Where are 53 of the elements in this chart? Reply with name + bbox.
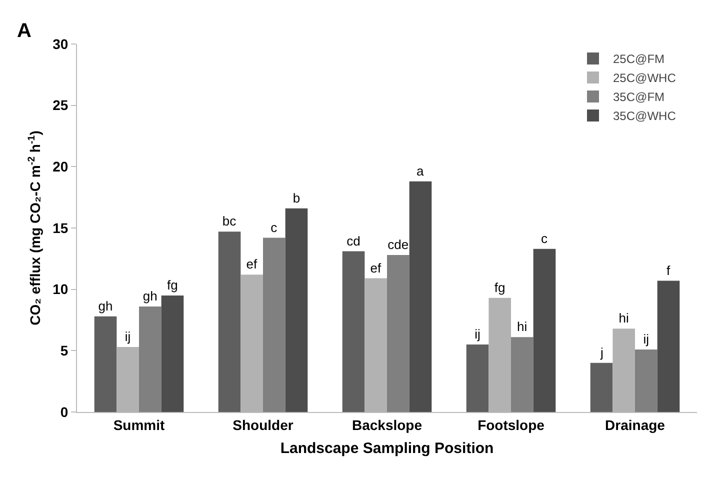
data-label: ij: [124, 328, 131, 344]
data-label: b: [292, 190, 300, 206]
y-tick-label: 20: [52, 158, 68, 175]
bar: [533, 248, 556, 412]
data-label: fg: [167, 277, 178, 292]
legend-label: 25C@FM: [613, 52, 665, 66]
bar: [263, 238, 286, 412]
bar: [139, 306, 162, 412]
data-label: gh: [142, 288, 158, 304]
x-tick-label: Backslope: [352, 416, 422, 433]
legend-label: 25C@WHC: [613, 71, 676, 86]
x-tick-label: Drainage: [605, 416, 666, 433]
bar: [285, 208, 308, 412]
legend-label: 35C@FM: [613, 90, 665, 104]
data-label: fg: [494, 280, 506, 295]
data-label: hi: [517, 319, 528, 334]
data-label: cd: [346, 233, 360, 248]
x-tick-label: Shoulder: [232, 416, 294, 433]
data-label: f: [666, 262, 670, 278]
bar: [409, 181, 432, 412]
data-label: ij: [643, 331, 650, 346]
data-label: ij: [474, 326, 480, 342]
data-label: ef: [370, 260, 382, 276]
text: A: [17, 20, 32, 42]
bar: [94, 316, 117, 412]
data-label: bc: [222, 214, 237, 229]
data-label: c: [270, 220, 278, 235]
y-tick-label: 0: [60, 404, 68, 420]
bar: [590, 362, 613, 412]
data-label: j: [600, 344, 604, 360]
y-tick-label: 10: [52, 281, 68, 298]
x-tick-label: Summit: [113, 416, 166, 433]
data-label: c: [540, 230, 548, 246]
data-label: a: [416, 163, 424, 178]
bar: [466, 344, 489, 412]
bar: [342, 251, 365, 412]
data-label: ef: [246, 256, 258, 272]
bar: [511, 337, 534, 412]
data-label: hi: [618, 310, 629, 326]
bar: [387, 254, 410, 412]
bar: [657, 280, 680, 412]
y-tick-label: 15: [52, 220, 68, 236]
x-tick-label: Footslope: [478, 416, 545, 433]
data-label: cde: [388, 236, 409, 252]
bar: [635, 349, 658, 412]
x-axis-title: Landscape Sampling Position: [280, 440, 494, 457]
y-tick-label: 25: [52, 97, 68, 114]
bar: [218, 232, 241, 412]
y-tick-label: 5: [60, 342, 68, 359]
legend-label: 35C@WHC: [613, 109, 676, 124]
y-tick-label: 30: [52, 36, 68, 52]
data-label: gh: [98, 298, 113, 314]
bar: [161, 295, 184, 412]
